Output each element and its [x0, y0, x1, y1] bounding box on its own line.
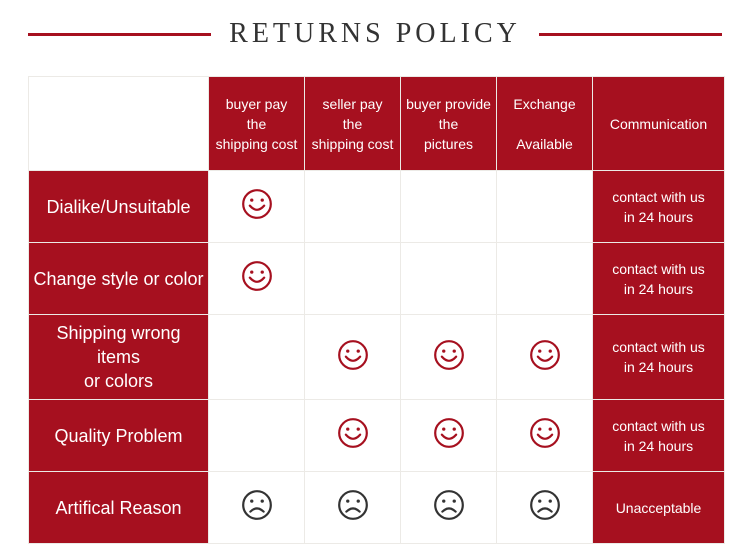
table-row: Dialike/Unsuitable contact with usin 24 …: [29, 171, 725, 243]
title-rule-left: [28, 33, 211, 36]
table-cell: [497, 315, 593, 400]
table-cell: [305, 400, 401, 472]
row-header: Change style or color: [29, 243, 209, 315]
table-row: Quality Problem contact with usin 24 hou…: [29, 400, 725, 472]
row-header: Dialike/Unsuitable: [29, 171, 209, 243]
table-cell: [401, 171, 497, 243]
table-cell: [401, 243, 497, 315]
col-header-buyer-provide: buyer providethepictures: [401, 77, 497, 171]
table-cell: [401, 315, 497, 400]
table-row: Shipping wrong itemsor colors contact wi…: [29, 315, 725, 400]
smile-face-icon: [337, 417, 369, 449]
col-header-exchange: ExchangeAvailable: [497, 77, 593, 171]
table-body: Dialike/Unsuitable contact with usin 24 …: [29, 171, 725, 544]
table-cell: [305, 472, 401, 544]
title-bar: RETURNS POLICY: [28, 18, 722, 50]
table-corner-cell: [29, 77, 209, 171]
communication-cell: contact with usin 24 hours: [593, 243, 725, 315]
returns-policy-table: buyer paytheshipping cost seller paythes…: [28, 76, 725, 544]
smile-face-icon: [241, 260, 273, 292]
table-cell: [209, 400, 305, 472]
smile-face-icon: [529, 417, 561, 449]
frown-face-icon: [529, 489, 561, 521]
col-header-buyer-pay: buyer paytheshipping cost: [209, 77, 305, 171]
title-rule-right: [539, 33, 722, 36]
table-cell: [305, 243, 401, 315]
table-cell: [209, 243, 305, 315]
communication-cell: Unacceptable: [593, 472, 725, 544]
col-header-seller-pay: seller paytheshipping cost: [305, 77, 401, 171]
row-header: Artifical Reason: [29, 472, 209, 544]
smile-face-icon: [433, 339, 465, 371]
smile-face-icon: [337, 339, 369, 371]
table-header-row: buyer paytheshipping cost seller paythes…: [29, 77, 725, 171]
smile-face-icon: [529, 339, 561, 371]
table-cell: [497, 400, 593, 472]
communication-cell: contact with usin 24 hours: [593, 400, 725, 472]
row-header: Quality Problem: [29, 400, 209, 472]
table-cell: [401, 472, 497, 544]
row-header: Shipping wrong itemsor colors: [29, 315, 209, 400]
table-cell: [305, 315, 401, 400]
table-cell: [497, 171, 593, 243]
table-cell: [305, 171, 401, 243]
frown-face-icon: [433, 489, 465, 521]
table-row: Artifical Reason Unacceptable: [29, 472, 725, 544]
smile-face-icon: [433, 417, 465, 449]
frown-face-icon: [241, 489, 273, 521]
table-cell: [401, 400, 497, 472]
col-header-communication: Communication: [593, 77, 725, 171]
table-cell: [497, 243, 593, 315]
communication-cell: contact with usin 24 hours: [593, 315, 725, 400]
table-row: Change style or color contact with usin …: [29, 243, 725, 315]
table-cell: [209, 171, 305, 243]
table-cell: [209, 472, 305, 544]
table-cell: [209, 315, 305, 400]
table-cell: [497, 472, 593, 544]
communication-cell: contact with usin 24 hours: [593, 171, 725, 243]
smile-face-icon: [241, 188, 273, 220]
frown-face-icon: [337, 489, 369, 521]
page-title: RETURNS POLICY: [211, 18, 539, 50]
